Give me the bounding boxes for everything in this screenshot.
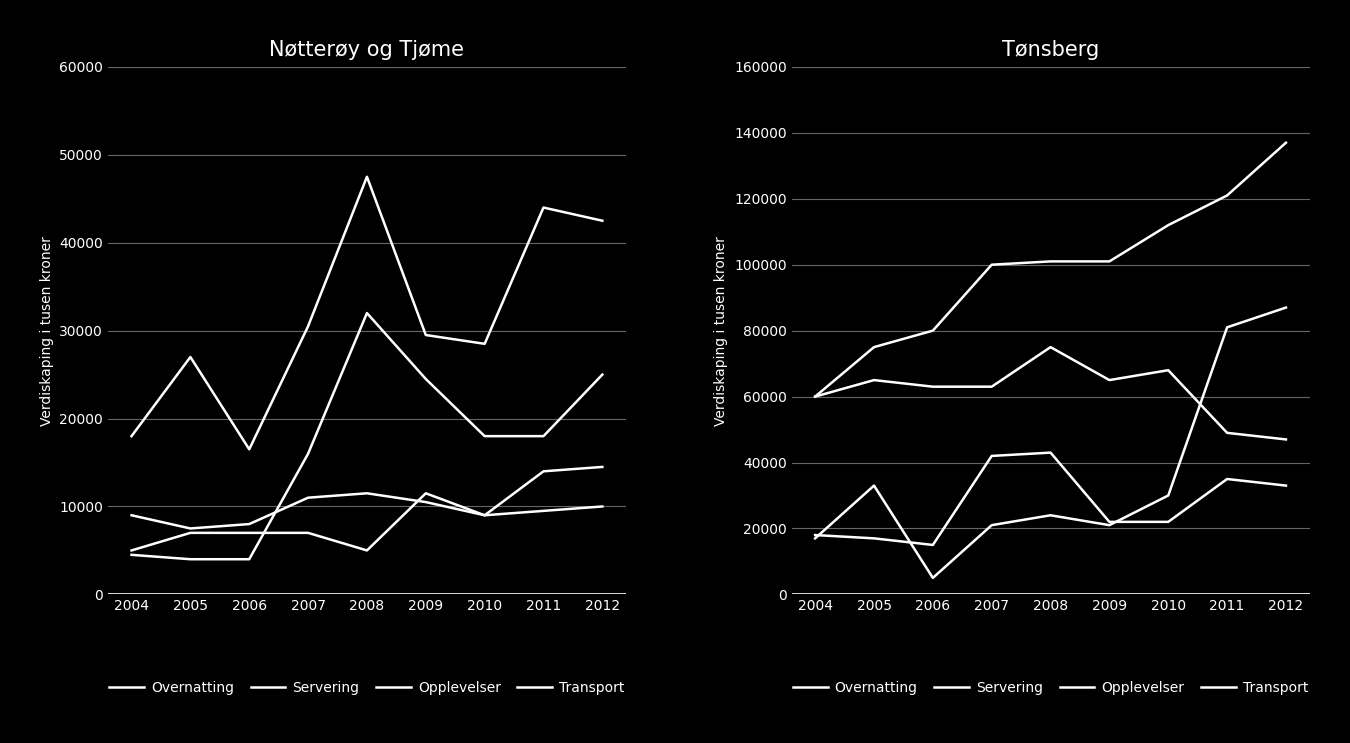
Y-axis label: Verdiskaping i tusen kroner: Verdiskaping i tusen kroner bbox=[39, 236, 54, 426]
Title: Nøtterøy og Tjøme: Nøtterøy og Tjøme bbox=[270, 40, 464, 59]
Y-axis label: Verdiskaping i tusen kroner: Verdiskaping i tusen kroner bbox=[714, 236, 729, 426]
Title: Tønsberg: Tønsberg bbox=[1002, 40, 1099, 59]
Legend: Overnatting, Servering, Opplevelser, Transport: Overnatting, Servering, Opplevelser, Tra… bbox=[787, 675, 1314, 701]
Legend: Overnatting, Servering, Opplevelser, Transport: Overnatting, Servering, Opplevelser, Tra… bbox=[104, 675, 630, 701]
